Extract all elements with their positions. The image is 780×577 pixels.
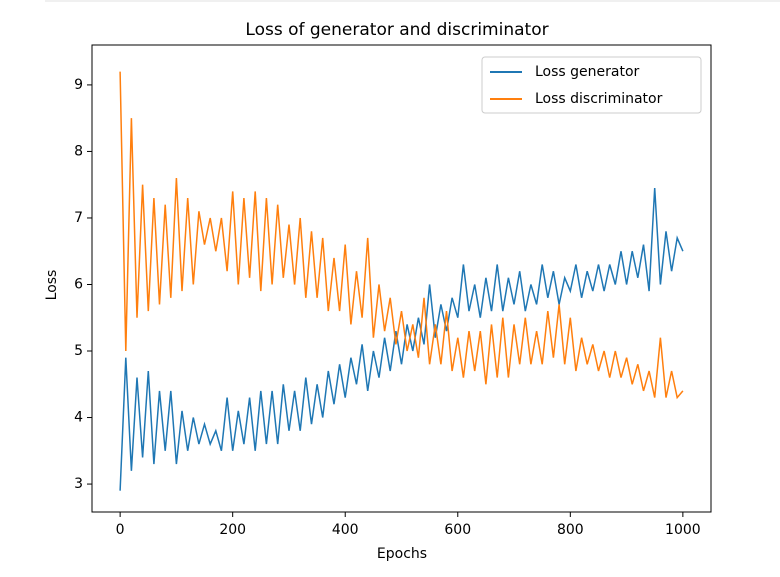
y-tick-label: 9 [74, 77, 83, 93]
plot-frame [91, 44, 712, 513]
x-tick-label: 200 [219, 522, 246, 538]
legend-label: Loss discriminator [535, 91, 663, 107]
y-tick-label: 6 [74, 276, 83, 292]
x-tick-label: 800 [557, 522, 584, 538]
x-tick-label: 1000 [665, 522, 701, 538]
line-series [119, 71, 684, 400]
x-tick-label: 0 [116, 522, 125, 538]
y-tick-label: 5 [74, 343, 83, 359]
y-tick-label: 7 [74, 210, 83, 226]
x-tick-label: 400 [332, 522, 359, 538]
chart-title: Loss of generator and discriminator [245, 20, 548, 40]
legend-box [481, 56, 702, 114]
y-axis-label: Loss [44, 270, 60, 301]
y-tick-label: 8 [74, 143, 83, 159]
x-tick-label: 600 [444, 522, 471, 538]
line-series [119, 187, 684, 491]
legend-label: Loss generator [535, 64, 640, 80]
y-tick-label: 3 [74, 476, 83, 492]
x-axis-label: Epochs [377, 546, 427, 562]
y-tick-label: 4 [74, 410, 83, 426]
